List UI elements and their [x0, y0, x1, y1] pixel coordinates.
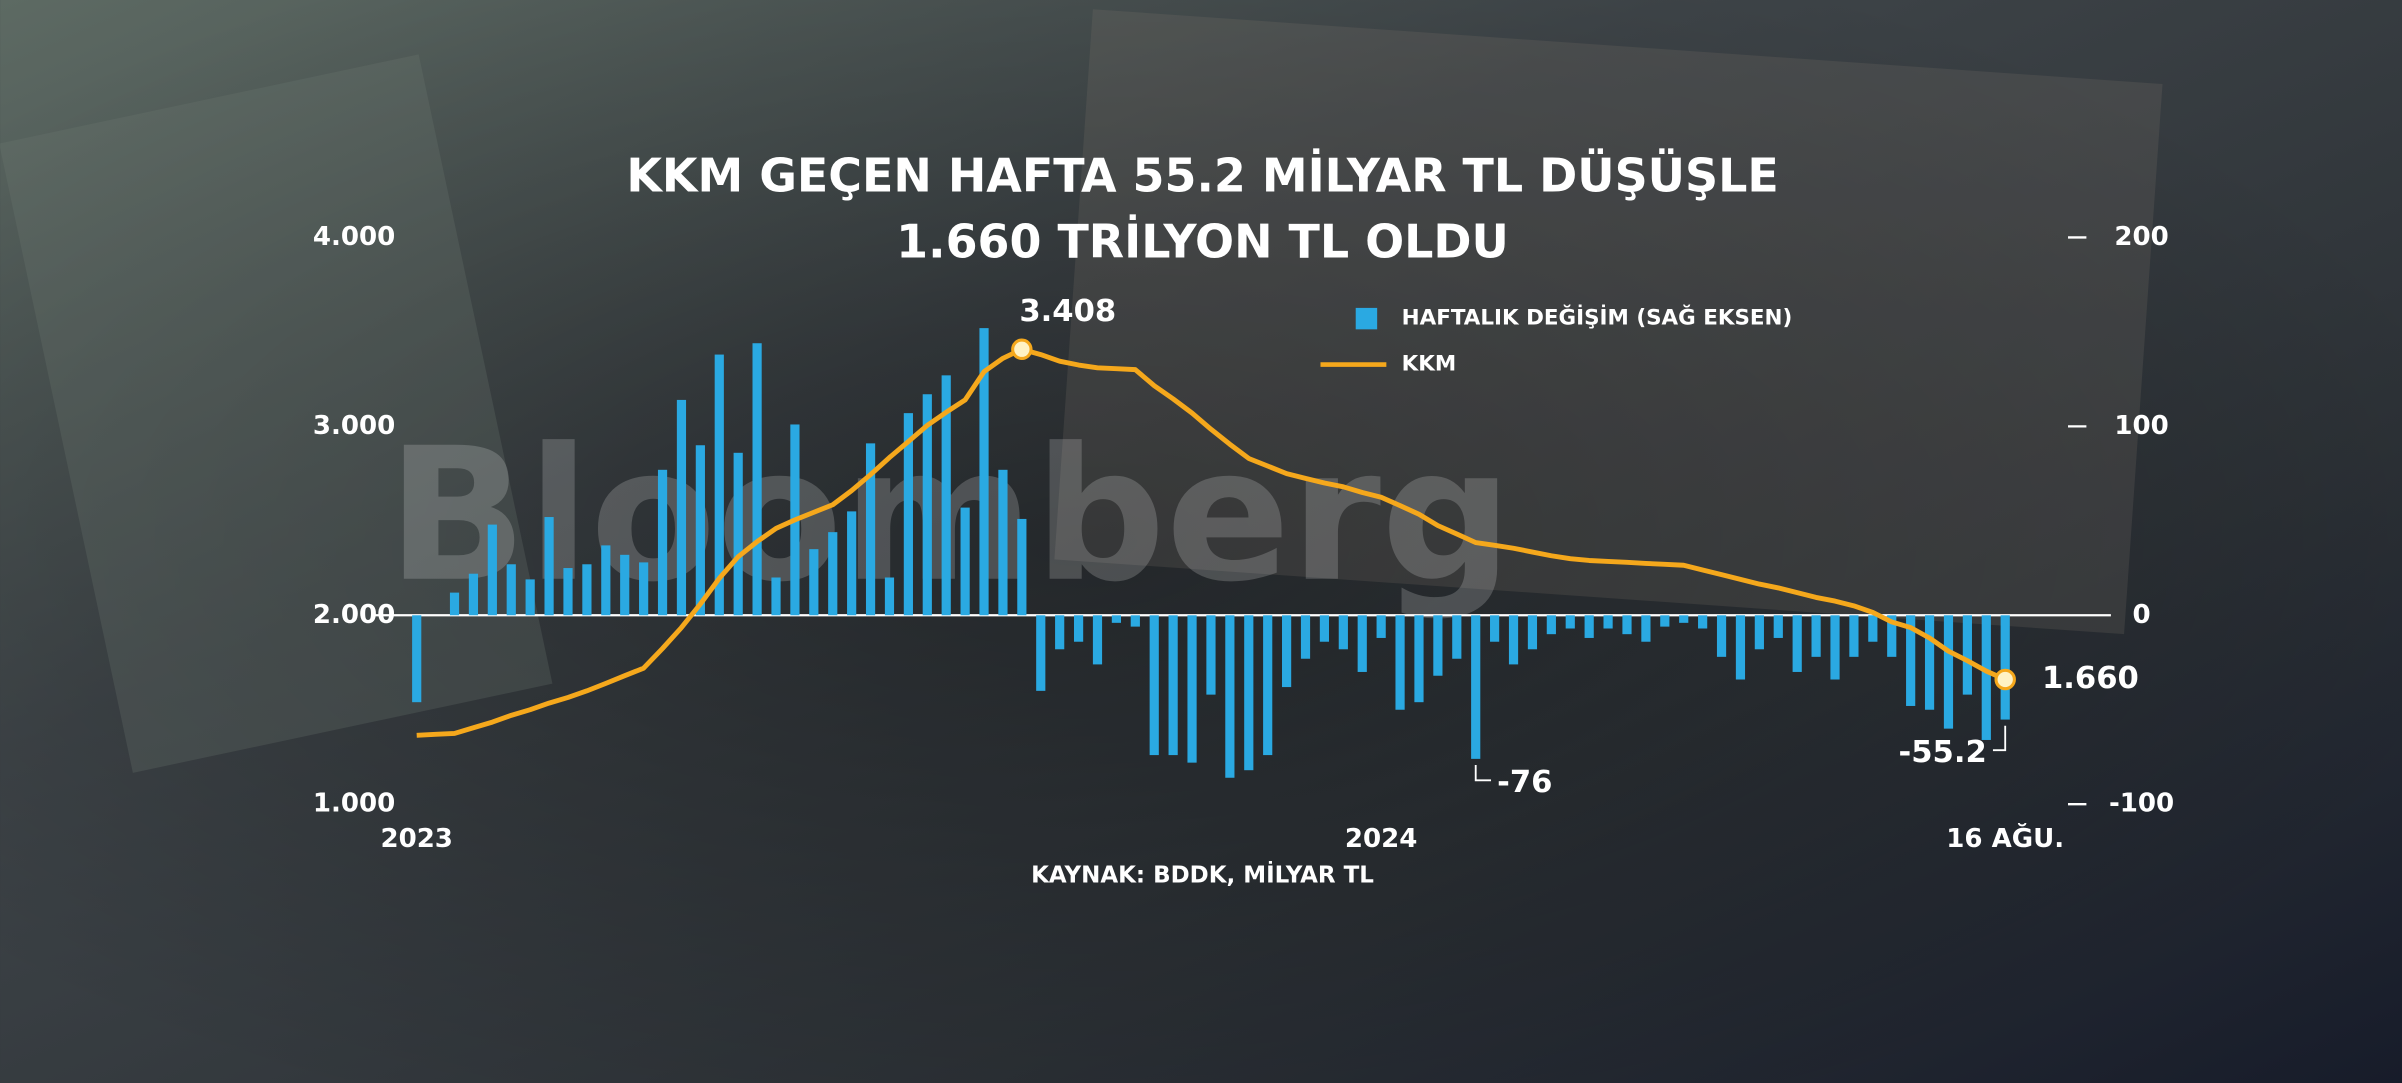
bar: [544, 517, 553, 615]
bar: [1717, 615, 1726, 657]
bar: [1868, 615, 1877, 641]
legend-label: HAFTALIK DEĞİŞİM (SAĞ EKSEN): [1402, 305, 1793, 331]
bar: [1698, 615, 1707, 628]
bar: [961, 508, 970, 616]
bar: [1093, 615, 1102, 664]
legend-swatch: [1356, 308, 1377, 329]
bar: [1490, 615, 1499, 641]
y2-tick-label: -100: [2109, 789, 2174, 819]
bar: [998, 470, 1007, 615]
bar: [639, 562, 648, 615]
bar: [450, 593, 459, 616]
bar: [1679, 615, 1688, 623]
bar: [1263, 615, 1272, 755]
bar: [658, 470, 667, 615]
y-tick-label: 4.000: [313, 222, 395, 252]
bar: [620, 555, 629, 615]
source-note: KAYNAK: BDDK, MİLYAR TL: [1031, 861, 1374, 889]
bar: [1849, 615, 1858, 657]
bar: [885, 577, 894, 615]
bar: [1301, 615, 1310, 658]
bar: [677, 400, 686, 615]
bar: [828, 532, 837, 615]
chart: Bloomberg KKM GEÇEN HAFTA 55.2 MİLYAR TL…: [0, 0, 2402, 1083]
bar: [1225, 615, 1234, 777]
bar: [753, 343, 762, 615]
x-tick-label: 2024: [1345, 824, 1417, 854]
bar: [488, 525, 497, 616]
bar: [1793, 615, 1802, 672]
bar: [1074, 615, 1083, 641]
data-label: -76: [1497, 765, 1552, 800]
bar: [601, 545, 610, 615]
bar: [1774, 615, 1783, 638]
bar: [734, 453, 743, 615]
highlight-dot: [1013, 340, 1031, 358]
bar: [469, 574, 478, 616]
bar: [526, 579, 535, 615]
bar: [412, 615, 421, 702]
x-tick-label: 16 AĞU.: [1946, 822, 2064, 854]
bar: [1547, 615, 1556, 634]
y2-tick-label: 100: [2114, 411, 2168, 441]
data-label: 3.408: [1019, 294, 1116, 329]
bar: [1528, 615, 1537, 649]
bar: [1471, 615, 1480, 759]
bar: [1566, 615, 1575, 628]
bar: [1755, 615, 1764, 649]
y2-tick-label: 0: [2132, 600, 2150, 630]
bar: [1433, 615, 1442, 675]
bar: [1358, 615, 1367, 672]
bar: [1377, 615, 1386, 638]
bar: [809, 549, 818, 615]
bar: [1452, 615, 1461, 658]
bar: [507, 564, 516, 615]
bar: [1925, 615, 1934, 709]
bar: [1622, 615, 1631, 634]
bar: [1414, 615, 1423, 702]
data-label: 1.660: [2042, 661, 2139, 696]
bar: [1282, 615, 1291, 687]
bar: [1206, 615, 1215, 694]
bar: [1131, 615, 1140, 626]
bar: [1169, 615, 1178, 755]
bar: [1603, 615, 1612, 628]
bar: [582, 564, 591, 615]
bar: [1036, 615, 1045, 691]
bar: [1055, 615, 1064, 649]
bar: [1944, 615, 1953, 728]
bar: [1963, 615, 1972, 694]
bar: [1187, 615, 1196, 762]
bar: [1112, 615, 1121, 623]
bar: [771, 577, 780, 615]
bar: [1395, 615, 1404, 709]
bar: [847, 511, 856, 615]
x-tick-label: 2023: [380, 824, 452, 854]
bar: [1641, 615, 1650, 641]
chart-title: 1.660 TRİLYON TL OLDU: [896, 215, 1509, 269]
bar: [696, 445, 705, 615]
page: Bloomberg KKM GEÇEN HAFTA 55.2 MİLYAR TL…: [0, 0, 2402, 1083]
bar: [1585, 615, 1594, 638]
bar: [563, 568, 572, 615]
bar: [1509, 615, 1518, 664]
bar: [1339, 615, 1348, 649]
bar: [1017, 519, 1026, 615]
bar: [1982, 615, 1991, 740]
chart-title: KKM GEÇEN HAFTA 55.2 MİLYAR TL DÜŞÜŞLE: [626, 149, 1778, 203]
bar: [1736, 615, 1745, 679]
bar: [1812, 615, 1821, 657]
y-tick-label: 3.000: [313, 411, 395, 441]
bar: [1150, 615, 1159, 755]
bar: [2001, 615, 2010, 719]
highlight-dot: [1996, 670, 2014, 688]
bar: [1244, 615, 1253, 770]
data-label: -55.2: [1899, 735, 1987, 770]
legend-label: KKM: [1402, 352, 1457, 377]
bar: [1660, 615, 1669, 626]
y2-tick-label: 200: [2114, 222, 2168, 252]
bar: [1830, 615, 1839, 679]
bar: [1320, 615, 1329, 641]
y-tick-label: 1.000: [313, 789, 395, 819]
